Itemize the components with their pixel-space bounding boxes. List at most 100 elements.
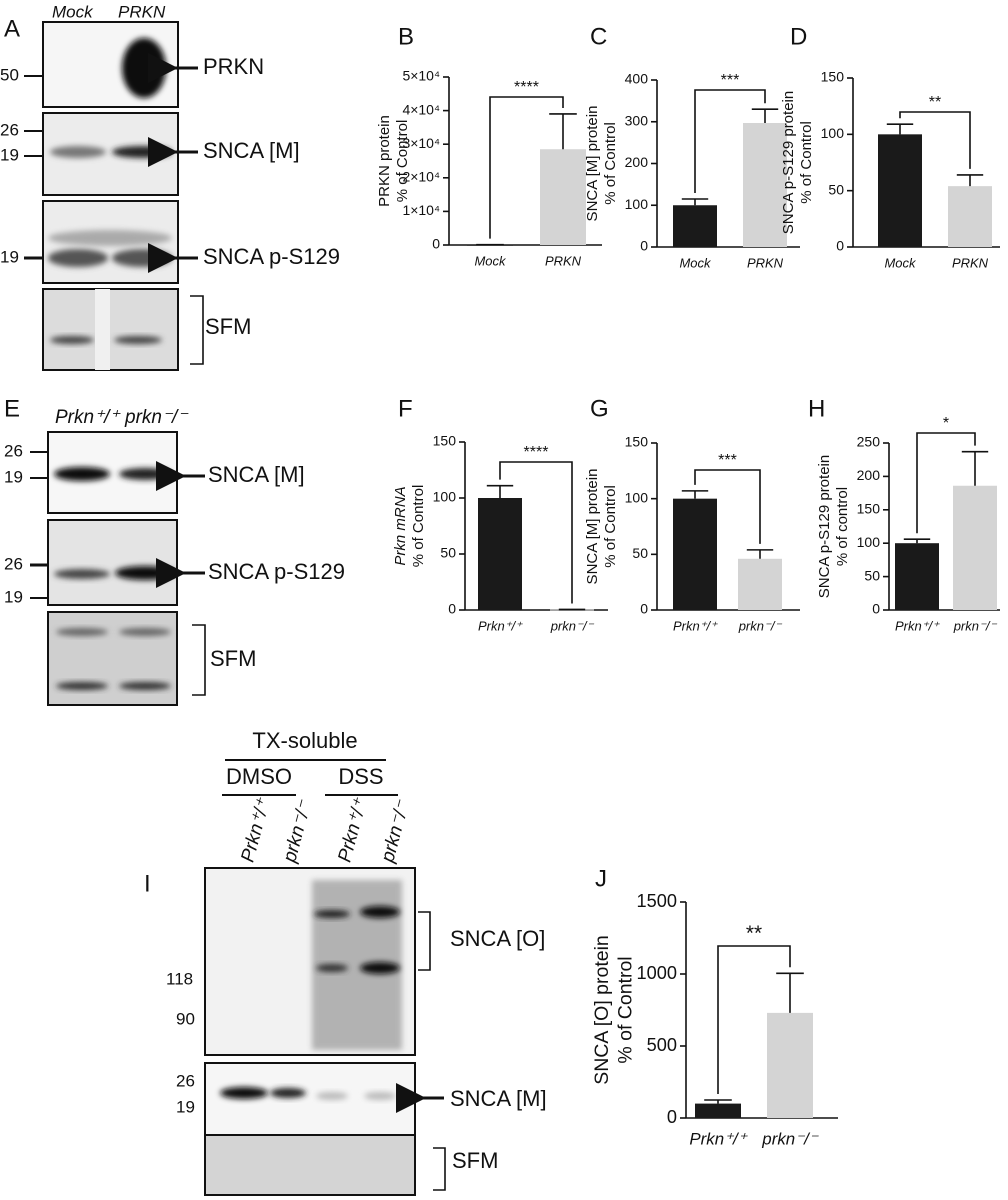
- band: [50, 336, 94, 344]
- band: [119, 468, 171, 480]
- band: [314, 910, 350, 918]
- y-tick-label: 0: [640, 238, 648, 254]
- lane-label: prkn⁻/⁻: [124, 407, 189, 428]
- y-tick-label: 100: [625, 489, 649, 505]
- error-bar: [681, 490, 709, 499]
- band: [112, 146, 172, 158]
- marker-label: 19: [4, 587, 23, 606]
- significance-bracket: [899, 111, 971, 169]
- y-tick-label: 1500: [637, 891, 677, 911]
- y-tick-label: 150: [433, 433, 457, 449]
- panel-letter: F: [398, 395, 413, 422]
- error-bar: [903, 538, 931, 544]
- y-axis-label: % of Control: [602, 485, 619, 568]
- x-tick-label: prkn⁻/⁻: [953, 618, 998, 633]
- band: [56, 628, 108, 636]
- y-tick-label: 500: [647, 1035, 677, 1055]
- bar-chart: H SNCA p-S129 protein% of control 0 50 100 15…: [808, 395, 1000, 633]
- band-label: SNCA [O]: [450, 926, 545, 951]
- y-axis-label: SNCA p-S129 protein: [816, 455, 833, 598]
- band: [316, 964, 348, 972]
- y-tick-label: 100: [433, 489, 457, 505]
- panel-letter: D: [790, 23, 807, 50]
- marker-label: 26: [176, 1071, 195, 1090]
- y-axis-label: SNCA [O] protein: [591, 935, 613, 1085]
- band: [122, 38, 166, 98]
- x-tick-label: Prkn⁺/⁺: [895, 618, 940, 633]
- marker-label: 19: [176, 1097, 195, 1116]
- panel-letter: B: [398, 23, 414, 50]
- band-label: SNCA [M]: [203, 138, 300, 163]
- error-bar-line: [681, 490, 709, 499]
- y-axis-label: % of Control: [614, 956, 636, 1063]
- marker-label: 50: [0, 65, 19, 84]
- significance-bracket: [489, 96, 564, 239]
- bracket: [418, 911, 431, 971]
- bar: [673, 205, 717, 247]
- band: [316, 1092, 348, 1100]
- x-tick-label: Mock: [884, 255, 917, 270]
- bracket: [192, 624, 206, 696]
- y-axis-label: PRKN protein: [376, 115, 393, 207]
- panel-letter: I: [144, 870, 151, 897]
- band: [54, 569, 110, 579]
- y-tick-label: 2×10⁴: [402, 169, 440, 185]
- x-tick-label: Prkn⁺/⁺: [478, 618, 523, 633]
- error-bar: [956, 174, 984, 187]
- y-axis-label: Prkn mRNA: [392, 486, 409, 565]
- lane-gap: [95, 289, 110, 370]
- significance-bracket: [694, 89, 766, 193]
- band-label: SFM: [210, 646, 256, 671]
- header: TX-soluble: [252, 728, 357, 753]
- error-bar: [961, 450, 989, 486]
- blot-panel-a: A Mock PRKN 50 26 19 19 PRKN SNCA [M] SN…: [0, 2, 340, 371]
- error-bar: [886, 123, 914, 135]
- band: [54, 467, 110, 481]
- lane-label: PRKN: [118, 2, 166, 21]
- error-bar-line: [486, 484, 514, 498]
- error-bar: [681, 198, 709, 206]
- band: [360, 962, 400, 974]
- y-axis-label: % of control: [834, 487, 851, 566]
- y-tick-label: 200: [857, 467, 881, 483]
- band: [270, 1088, 306, 1098]
- significance-bracket: [694, 469, 761, 544]
- band-label: SNCA [M]: [450, 1086, 547, 1111]
- band: [119, 628, 171, 636]
- marker-label: 26: [4, 554, 23, 573]
- bar-chart: D SNCA p-S129 protein% of Control 0 50 100 15…: [780, 23, 1000, 270]
- y-tick-label: 4×10⁴: [402, 101, 440, 117]
- error-bar: [751, 108, 779, 124]
- blot-panel-i: I TX-soluble DMSO DSS Prkn⁺/⁺ prkn⁻/⁻ Pr…: [144, 728, 547, 1196]
- bar: [540, 149, 586, 245]
- bar: [743, 123, 787, 247]
- y-tick-label: 150: [625, 434, 649, 450]
- y-tick-label: 100: [821, 125, 845, 141]
- band-label: SNCA [M]: [208, 462, 305, 487]
- x-tick-label: prkn⁻/⁻: [738, 618, 783, 633]
- bracket: [190, 295, 204, 365]
- band: [360, 906, 400, 918]
- error-bar: [704, 1099, 732, 1104]
- marker-label: 26: [0, 120, 19, 139]
- significance-bracket: [916, 432, 976, 534]
- lane-label: prkn⁻/⁻: [279, 797, 316, 865]
- band: [48, 249, 108, 267]
- y-tick-label: 1000: [637, 963, 677, 983]
- blot: [47, 519, 178, 606]
- significance-label: **: [929, 94, 941, 111]
- bar: [948, 186, 992, 247]
- x-tick-label: PRKN: [545, 253, 582, 268]
- error-bar-line: [746, 549, 774, 559]
- y-tick-label: 300: [625, 112, 649, 128]
- lane-label: Prkn⁺/⁺: [334, 795, 371, 865]
- lane-label: prkn⁻/⁻: [377, 797, 414, 865]
- y-tick-label: 50: [440, 545, 456, 561]
- group-label: DMSO: [226, 764, 292, 789]
- group-label: DSS: [338, 764, 383, 789]
- panel-letter: H: [808, 395, 825, 422]
- marker-label: 19: [0, 247, 19, 266]
- significance-bracket: [717, 945, 791, 1094]
- x-tick-label: Mock: [679, 255, 712, 270]
- x-tick-label: prkn⁻/⁻: [550, 618, 595, 633]
